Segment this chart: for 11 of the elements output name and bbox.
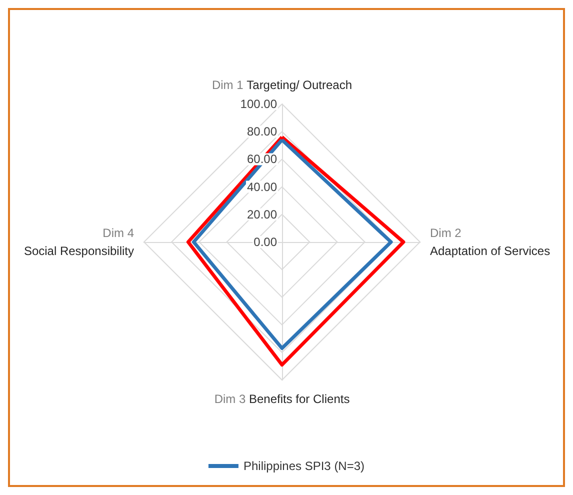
spoke-label: Dim 4 Social Responsibility [24, 226, 134, 258]
y-tick-label: 100.00 [240, 97, 278, 111]
spoke-label: Dim 1 Targeting/ Outreach [212, 78, 352, 92]
y-tick-label: 40.00 [246, 180, 278, 194]
legend-label: Philippines SPI3 (N=3) [243, 459, 365, 473]
spoke-label: Dim 2 Adaptation of Services [430, 226, 550, 258]
y-tick-label: 60.00 [246, 152, 278, 166]
y-tick-label: 0.00 [254, 235, 278, 249]
y-tick-label: 80.00 [246, 124, 278, 139]
spoke-label: Dim 3 Benefits for Clients [214, 392, 350, 406]
y-tick-label: 20.00 [246, 207, 278, 222]
